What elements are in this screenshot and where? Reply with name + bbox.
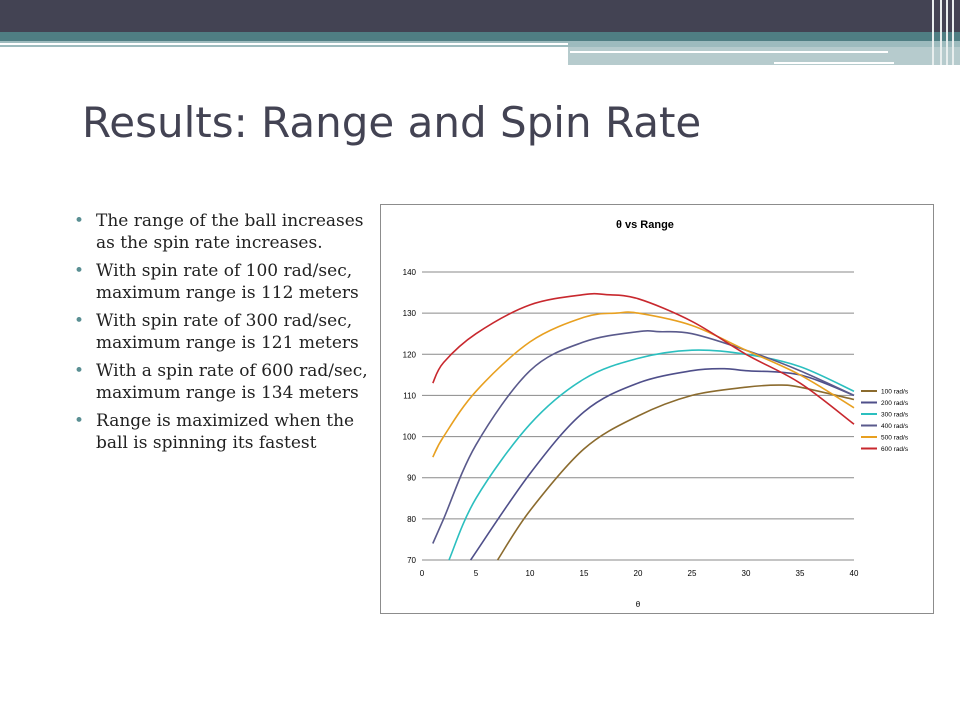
bullet-icon: •: [74, 311, 85, 331]
header-stripe-line: [570, 51, 888, 53]
bullet-text: With spin rate of 300 rad/sec, maximum r…: [96, 311, 359, 353]
range-chart: θ vs Range 70 80 90 100 110 120 130 140 0 5 10 15 20 2…: [403, 219, 909, 609]
bullet-list: • The range of the ball increases as the …: [72, 210, 372, 460]
header-stripe-line: [0, 43, 568, 45]
bullet-icon: •: [74, 261, 85, 281]
header-divider: [932, 0, 934, 65]
series-line: [448, 349, 855, 561]
y-tick-label: 120: [403, 350, 417, 359]
x-tick-label: 20: [634, 569, 643, 578]
x-tick-label: 0: [420, 569, 425, 578]
bullet-text: The range of the ball increases as the s…: [96, 211, 364, 253]
bullet-text: With spin rate of 100 rad/sec, maximum r…: [96, 261, 359, 303]
y-tick-label: 140: [403, 268, 417, 277]
x-tick-label: 15: [580, 569, 589, 578]
bullet-item: • With spin rate of 300 rad/sec, maximum …: [72, 310, 372, 354]
header-stripe: [0, 32, 960, 41]
legend-label: 100 rad/s: [881, 389, 909, 396]
y-tick-label: 90: [407, 474, 416, 483]
x-tick-label: 25: [688, 569, 697, 578]
header-divider: [940, 0, 942, 65]
header-banner: [0, 0, 960, 32]
series-line: [432, 311, 855, 458]
bullet-item: • With spin rate of 100 rad/sec, maximum …: [72, 260, 372, 304]
x-tick-label: 10: [526, 569, 535, 578]
y-tick-label: 110: [403, 391, 416, 400]
x-tick-label: 5: [474, 569, 479, 578]
legend-label: 500 rad/s: [881, 435, 909, 442]
y-tick-label: 70: [407, 556, 416, 565]
bullet-item: • Range is maximized when the ball is spi…: [72, 410, 372, 454]
chart-title: θ vs Range: [616, 219, 674, 231]
x-tick-label: 35: [796, 569, 805, 578]
y-tick-label: 80: [407, 515, 416, 524]
legend-label: 200 rad/s: [881, 400, 909, 407]
legend-label: 400 rad/s: [881, 423, 909, 430]
bullet-text: Range is maximized when the ball is spin…: [96, 411, 355, 453]
x-axis-label: θ: [636, 600, 641, 609]
legend-label: 600 rad/s: [881, 446, 909, 453]
bullet-item: • The range of the ball increases as the …: [72, 210, 372, 254]
bullet-text: With a spin rate of 600 rad/sec, maximum…: [96, 361, 368, 403]
bullet-icon: •: [74, 411, 85, 431]
header-stripe-light: [568, 47, 960, 65]
legend-label: 300 rad/s: [881, 412, 909, 419]
header-stripe-line: [774, 62, 894, 64]
x-tick-label: 40: [850, 569, 859, 578]
header-divider: [952, 0, 954, 65]
slide-title: Results: Range and Spin Rate: [82, 98, 702, 147]
bullet-icon: •: [74, 211, 85, 231]
x-tick-label: 30: [742, 569, 751, 578]
series-line: [469, 367, 855, 561]
chart-frame: θ vs Range 70 80 90 100 110 120 130 140 0 5 10 15 20 2…: [380, 204, 934, 614]
bullet-icon: •: [74, 361, 85, 381]
bullet-item: • With a spin rate of 600 rad/sec, maximu…: [72, 360, 372, 404]
y-tick-label: 130: [403, 309, 417, 318]
header-divider: [946, 0, 948, 65]
series-line: [432, 292, 855, 425]
y-tick-label: 100: [403, 433, 417, 442]
series-line: [432, 330, 855, 544]
series-line: [496, 384, 855, 561]
